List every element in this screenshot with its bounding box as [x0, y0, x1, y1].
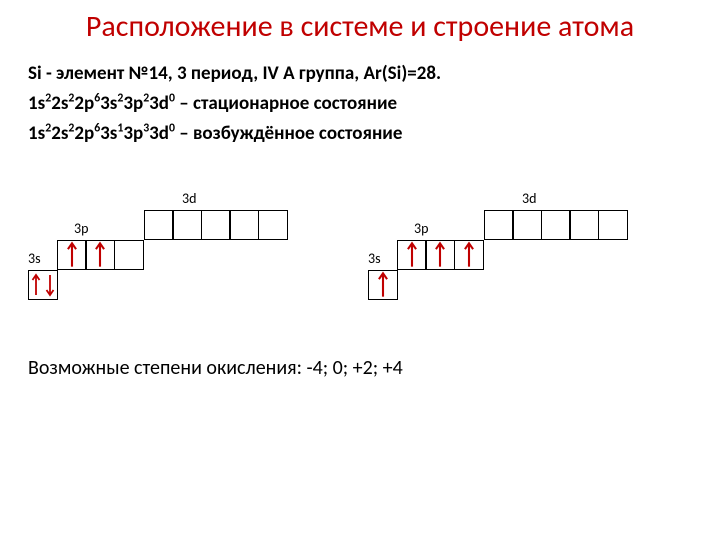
orbital-cell — [512, 210, 542, 240]
ground-config: 1s22s22p63s23p23d0 — [28, 92, 175, 115]
orbital-cell — [201, 210, 231, 240]
orbital-cell — [114, 240, 144, 270]
page-title: Расположение в системе и строение атома — [28, 10, 692, 45]
orbital-cells-3p — [57, 240, 144, 270]
orbital-cells-3s — [368, 270, 398, 300]
orbital-label-3d: 3d — [182, 190, 196, 207]
orbital-label-3p: 3p — [414, 220, 428, 237]
orbital-cell — [397, 240, 427, 270]
orbital-cells-3d — [484, 210, 628, 240]
orbital-label-3s: 3s — [368, 250, 381, 267]
orbital-diagrams-wrap: 3s 3p 3d 3s 3p 3d — [28, 188, 692, 328]
orbital-cells-3p — [397, 240, 484, 270]
ground-state-diagram: 3s 3p 3d — [28, 188, 308, 328]
oxidation-states: Возможные степени окисления: -4; 0; +2; … — [28, 356, 692, 380]
element-info-line: Si - элемент №14, 3 период, IV А группа,… — [28, 59, 692, 89]
orbital-cell — [172, 210, 202, 240]
excited-suffix: – возбуждённое состояние — [175, 122, 403, 145]
orbital-cell — [368, 270, 398, 300]
orbital-label-3s: 3s — [28, 250, 41, 267]
orbital-cell — [598, 210, 628, 240]
excited-config: 1s22s22p63s13p33d0 — [28, 122, 175, 145]
orbital-cell — [57, 240, 87, 270]
orbital-cell — [425, 240, 455, 270]
orbital-cell — [484, 210, 514, 240]
orbital-cells-3d — [144, 210, 288, 240]
orbital-cell — [229, 210, 259, 240]
ground-suffix: – стационарное состояние — [175, 92, 397, 115]
orbital-cell — [28, 270, 58, 300]
orbital-cell — [85, 240, 115, 270]
orbital-cell — [144, 210, 174, 240]
description-block: Si - элемент №14, 3 период, IV А группа,… — [28, 59, 692, 150]
orbital-label-3p: 3p — [74, 220, 88, 237]
orbital-label-3d: 3d — [522, 190, 536, 207]
orbital-cells-3s — [28, 270, 58, 300]
excited-state-line: 1s22s22p63s13p33d0 – возбуждённое состоя… — [28, 119, 692, 149]
excited-state-diagram: 3s 3p 3d — [368, 188, 648, 328]
orbital-cell — [258, 210, 288, 240]
ground-state-line: 1s22s22p63s23p23d0 – стационарное состоя… — [28, 89, 692, 119]
orbital-cell — [541, 210, 571, 240]
orbital-cell — [454, 240, 484, 270]
orbital-cell — [569, 210, 599, 240]
